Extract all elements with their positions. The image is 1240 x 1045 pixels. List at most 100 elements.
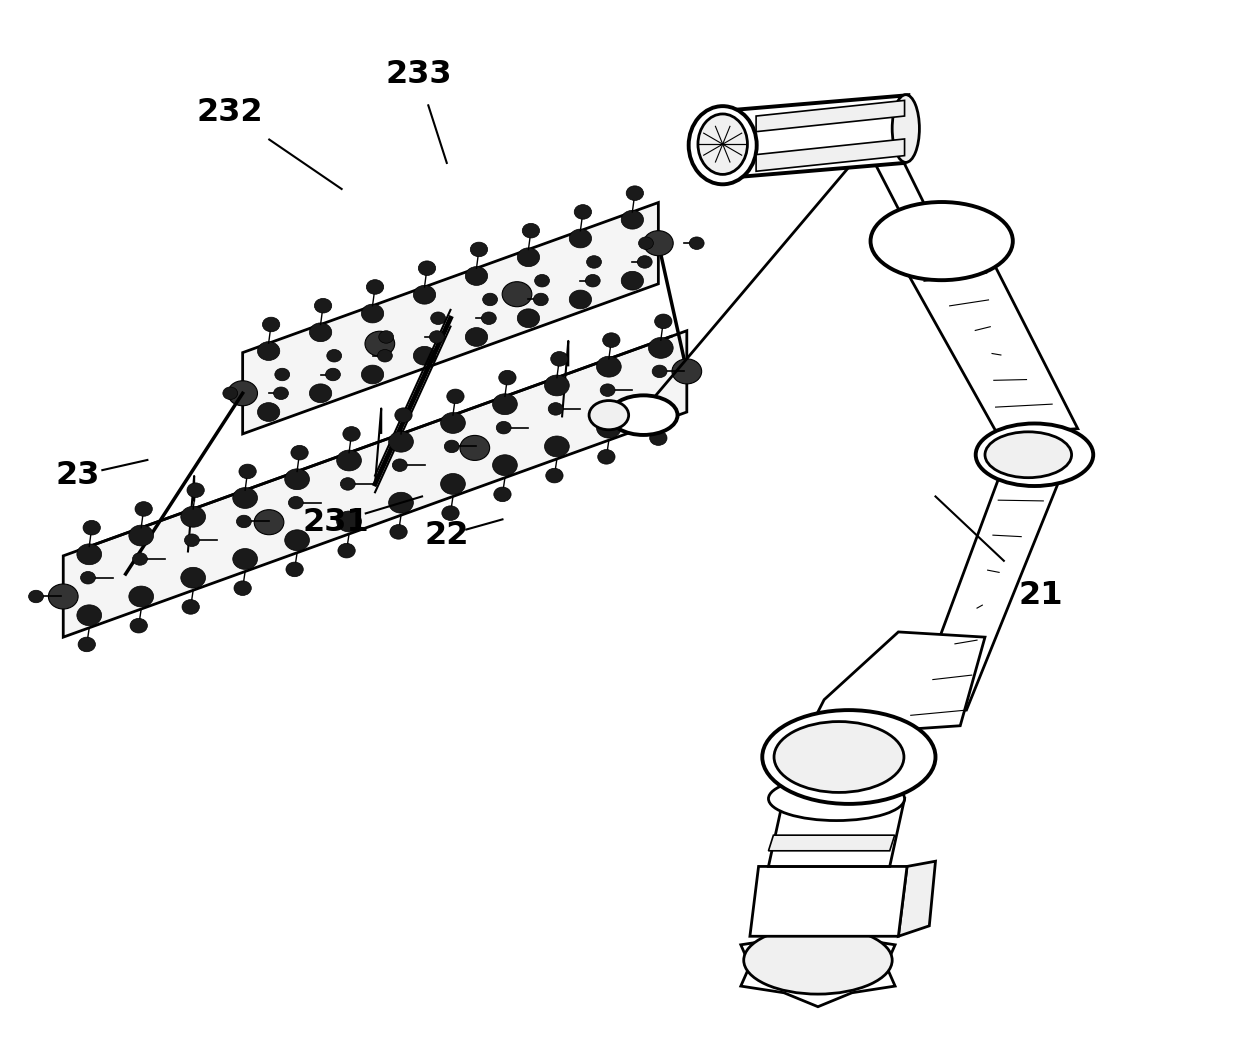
Circle shape <box>639 237 653 250</box>
Circle shape <box>237 515 252 528</box>
Circle shape <box>48 584 78 609</box>
Circle shape <box>574 205 591 219</box>
Circle shape <box>182 600 200 614</box>
Circle shape <box>129 586 154 607</box>
Circle shape <box>394 408 412 422</box>
Circle shape <box>392 459 407 471</box>
Circle shape <box>492 455 517 475</box>
Ellipse shape <box>893 95 919 162</box>
Circle shape <box>77 543 102 564</box>
Circle shape <box>187 483 205 497</box>
Ellipse shape <box>774 721 904 792</box>
Circle shape <box>470 242 487 257</box>
Polygon shape <box>756 100 904 132</box>
Circle shape <box>291 445 309 460</box>
Circle shape <box>603 332 620 347</box>
Circle shape <box>649 398 673 419</box>
Circle shape <box>337 511 361 532</box>
Circle shape <box>430 312 445 325</box>
Circle shape <box>388 432 413 452</box>
Circle shape <box>637 256 652 269</box>
Text: 23: 23 <box>56 460 100 491</box>
Circle shape <box>228 380 258 405</box>
Circle shape <box>223 387 238 399</box>
Circle shape <box>254 510 284 535</box>
Circle shape <box>465 266 487 285</box>
Circle shape <box>569 229 591 248</box>
Circle shape <box>234 581 252 596</box>
Circle shape <box>672 358 702 384</box>
Circle shape <box>315 299 332 313</box>
Polygon shape <box>898 247 1078 434</box>
Polygon shape <box>243 203 658 434</box>
Circle shape <box>600 384 615 396</box>
Ellipse shape <box>985 432 1071 478</box>
Circle shape <box>77 605 102 626</box>
Circle shape <box>465 327 487 346</box>
Circle shape <box>650 431 667 445</box>
Circle shape <box>343 426 360 441</box>
Circle shape <box>498 370 516 385</box>
Circle shape <box>548 402 563 415</box>
Polygon shape <box>910 465 1065 716</box>
Circle shape <box>135 502 153 516</box>
Circle shape <box>327 349 342 362</box>
Circle shape <box>285 530 310 551</box>
Circle shape <box>546 468 563 483</box>
Text: 231: 231 <box>303 507 368 538</box>
Circle shape <box>388 492 413 513</box>
Circle shape <box>482 294 497 306</box>
Circle shape <box>239 464 257 479</box>
Polygon shape <box>769 798 904 866</box>
Ellipse shape <box>688 107 756 184</box>
Circle shape <box>481 312 496 325</box>
Circle shape <box>413 285 435 304</box>
Circle shape <box>81 572 95 584</box>
Polygon shape <box>719 95 908 179</box>
Circle shape <box>596 417 621 438</box>
Ellipse shape <box>698 114 748 175</box>
Ellipse shape <box>976 423 1094 486</box>
Text: 233: 233 <box>386 59 451 90</box>
Circle shape <box>181 507 206 527</box>
Polygon shape <box>740 924 895 1006</box>
Circle shape <box>587 256 601 269</box>
Text: 232: 232 <box>197 97 264 129</box>
Circle shape <box>233 488 258 509</box>
Circle shape <box>621 272 644 291</box>
Circle shape <box>517 309 539 327</box>
Circle shape <box>361 304 383 323</box>
Circle shape <box>337 450 361 471</box>
Polygon shape <box>874 126 923 233</box>
Circle shape <box>621 210 644 229</box>
Polygon shape <box>769 835 895 851</box>
Circle shape <box>389 525 407 539</box>
Circle shape <box>263 318 280 331</box>
Circle shape <box>78 637 95 652</box>
Polygon shape <box>806 632 985 736</box>
Circle shape <box>517 248 539 266</box>
Polygon shape <box>63 330 687 637</box>
Circle shape <box>689 237 704 250</box>
Ellipse shape <box>870 202 1013 280</box>
Circle shape <box>440 413 465 434</box>
Polygon shape <box>756 139 904 171</box>
Circle shape <box>366 280 383 295</box>
Ellipse shape <box>744 926 893 994</box>
Circle shape <box>258 342 280 361</box>
Circle shape <box>361 365 383 384</box>
Circle shape <box>492 394 517 415</box>
Circle shape <box>551 351 568 366</box>
Circle shape <box>626 186 644 201</box>
Circle shape <box>652 365 667 377</box>
Polygon shape <box>898 861 935 936</box>
Circle shape <box>413 346 435 365</box>
Ellipse shape <box>769 776 904 820</box>
Circle shape <box>502 282 532 307</box>
Circle shape <box>341 478 355 490</box>
Circle shape <box>655 315 672 328</box>
Circle shape <box>274 387 289 399</box>
Circle shape <box>533 294 548 306</box>
Circle shape <box>181 567 206 588</box>
Circle shape <box>378 330 393 343</box>
